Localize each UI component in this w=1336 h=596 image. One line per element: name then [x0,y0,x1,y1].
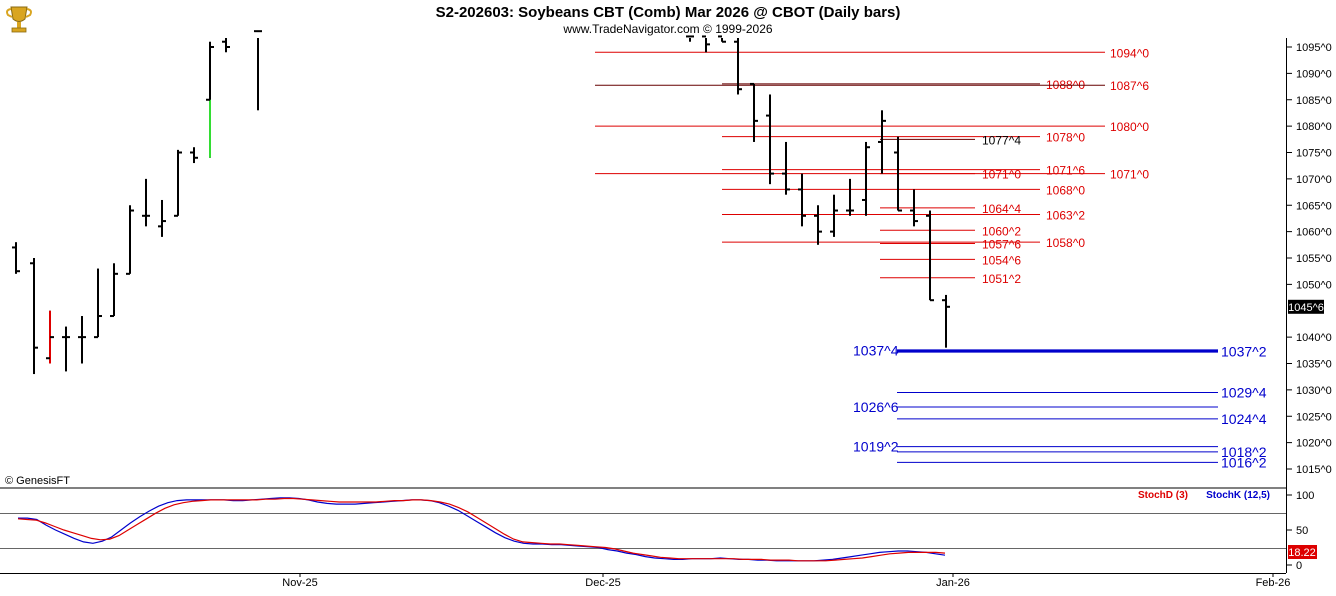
ohlc-bar [814,205,822,245]
price-tick-label: 1095^0 [1296,42,1332,54]
ohlc-bar [686,35,694,42]
price-tick-label: 1050^0 [1296,279,1332,291]
level-label: 1060^2 [982,224,1021,238]
level-label: 1094^0 [1110,46,1149,60]
ohlc-bar [798,173,806,227]
level-label: 1026^6 [853,399,899,415]
level-label: 1019^2 [853,439,899,455]
ohlc-bar [830,194,838,237]
ohlc-bar [702,35,710,53]
level-label: 1024^4 [1221,411,1267,427]
ohlc-bar [46,310,54,364]
price-tick-label: 1015^0 [1296,464,1332,476]
ohlc-bar [734,38,742,95]
level-label: 1029^4 [1221,385,1267,401]
stoch-tick-50: 50 [1296,525,1308,537]
price-tick-label: 1035^0 [1296,359,1332,371]
price-tick-label: 1065^0 [1296,200,1332,212]
last-price-label: 1045^6 [1288,302,1324,314]
ohlc-bar [254,30,262,111]
price-tick-label: 1080^0 [1296,121,1332,133]
price-tick-label: 1055^0 [1296,253,1332,265]
level-label: 1071^0 [1110,168,1149,182]
level-label: 1071^6 [1046,164,1085,178]
ohlc-bar [12,242,20,274]
ohlc-bar [910,189,918,227]
level-label: 1057^6 [982,237,1021,251]
ohlc-bar [782,141,790,195]
ohlc-bar [846,178,854,216]
ohlc-bar [30,258,38,375]
stoch-value-label: 18.22 [1288,547,1316,559]
level-label: 1078^0 [1046,131,1085,145]
ohlc-bar [926,210,934,302]
stochastic-panel[interactable]: StochD (3) StochK (12,5) 100 50 0 18.22 [0,490,1317,572]
ohlc-bar [94,268,102,339]
stoch-k-series [18,497,946,562]
ohlc-bar [878,110,886,174]
level-label: 1068^0 [1046,183,1085,197]
price-tick-label: 1025^0 [1296,411,1332,423]
ohlc-bar [158,199,166,237]
price-tick-label: 1070^0 [1296,174,1332,186]
level-label: 1037^2 [1221,344,1267,360]
price-axis: 1095^0 1090^0 1085^0 1080^0 1075^0 1070^0 1065… [1287,42,1332,476]
time-label-feb: Feb-26 [1256,577,1291,589]
stoch-value-badge [1288,545,1317,559]
stoch-tick-0: 0 [1296,560,1302,572]
ohlc-bar [222,38,230,53]
ohlc-bar [942,294,950,348]
level-label: 1077^4 [982,133,1021,147]
ohlc-bar [190,147,198,164]
time-label-dec: Dec-25 [585,577,620,589]
price-bars [12,30,950,375]
trophy-icon [3,2,35,35]
price-tick-label: 1085^0 [1296,95,1332,107]
level-label: 1054^6 [982,253,1021,267]
level-label: 1018^2 [1221,444,1267,460]
ohlc-bar [62,326,70,372]
chart-subtitle: www.TradeNavigator.com © 1999-2026 [562,22,772,36]
ohlc-bar [174,149,182,217]
ohlc-bar [766,94,774,185]
price-tick-label: 1060^0 [1296,227,1332,239]
stoch-d-series [17,497,946,562]
time-axis: Nov-25 Dec-25 Jan-26 Feb-26 [282,573,1290,589]
price-tick-label: 1030^0 [1296,385,1332,397]
price-tick-label: 1075^0 [1296,148,1332,160]
ohlc-bar [894,136,902,212]
level-label: 1064^4 [982,202,1021,216]
ohlc-bar [142,178,150,227]
ohlc-bar [206,41,214,158]
level-label: 1080^0 [1110,120,1149,134]
price-tick-label: 1090^0 [1296,68,1332,80]
ohlc-bar [718,35,726,43]
level-label: 1063^2 [1046,208,1085,222]
stoch-k-legend: StochK (12,5) [1206,490,1270,501]
price-tick-label: 1020^0 [1296,438,1332,450]
time-label-jan: Jan-26 [936,577,970,589]
level-label: 1037^4 [853,342,899,358]
last-price-badge: 1045^6 [1288,299,1324,314]
level-label: 1071^0 [982,168,1021,182]
level-label: 1058^0 [1046,236,1085,250]
price-tick-label: 1040^0 [1296,332,1332,344]
ohlc-bar [110,263,118,318]
chart-title: S2-202603: Soybeans CBT (Comb) Mar 2026 … [436,4,901,21]
stoch-d-legend: StochD (3) [1138,490,1188,501]
ohlc-bar [78,316,86,364]
ohlc-bar [862,141,870,216]
price-panel[interactable] [0,38,1287,573]
copyright-label: © GenesisFT [5,475,70,487]
stoch-tick-100: 100 [1296,490,1314,502]
time-label-nov: Nov-25 [282,577,317,589]
ohlc-bar [126,205,134,275]
level-label: 1087^6 [1110,79,1149,93]
ohlc-bar [750,82,758,142]
level-label: 1051^2 [982,272,1021,286]
level-label: 1016^2 [1221,454,1267,470]
